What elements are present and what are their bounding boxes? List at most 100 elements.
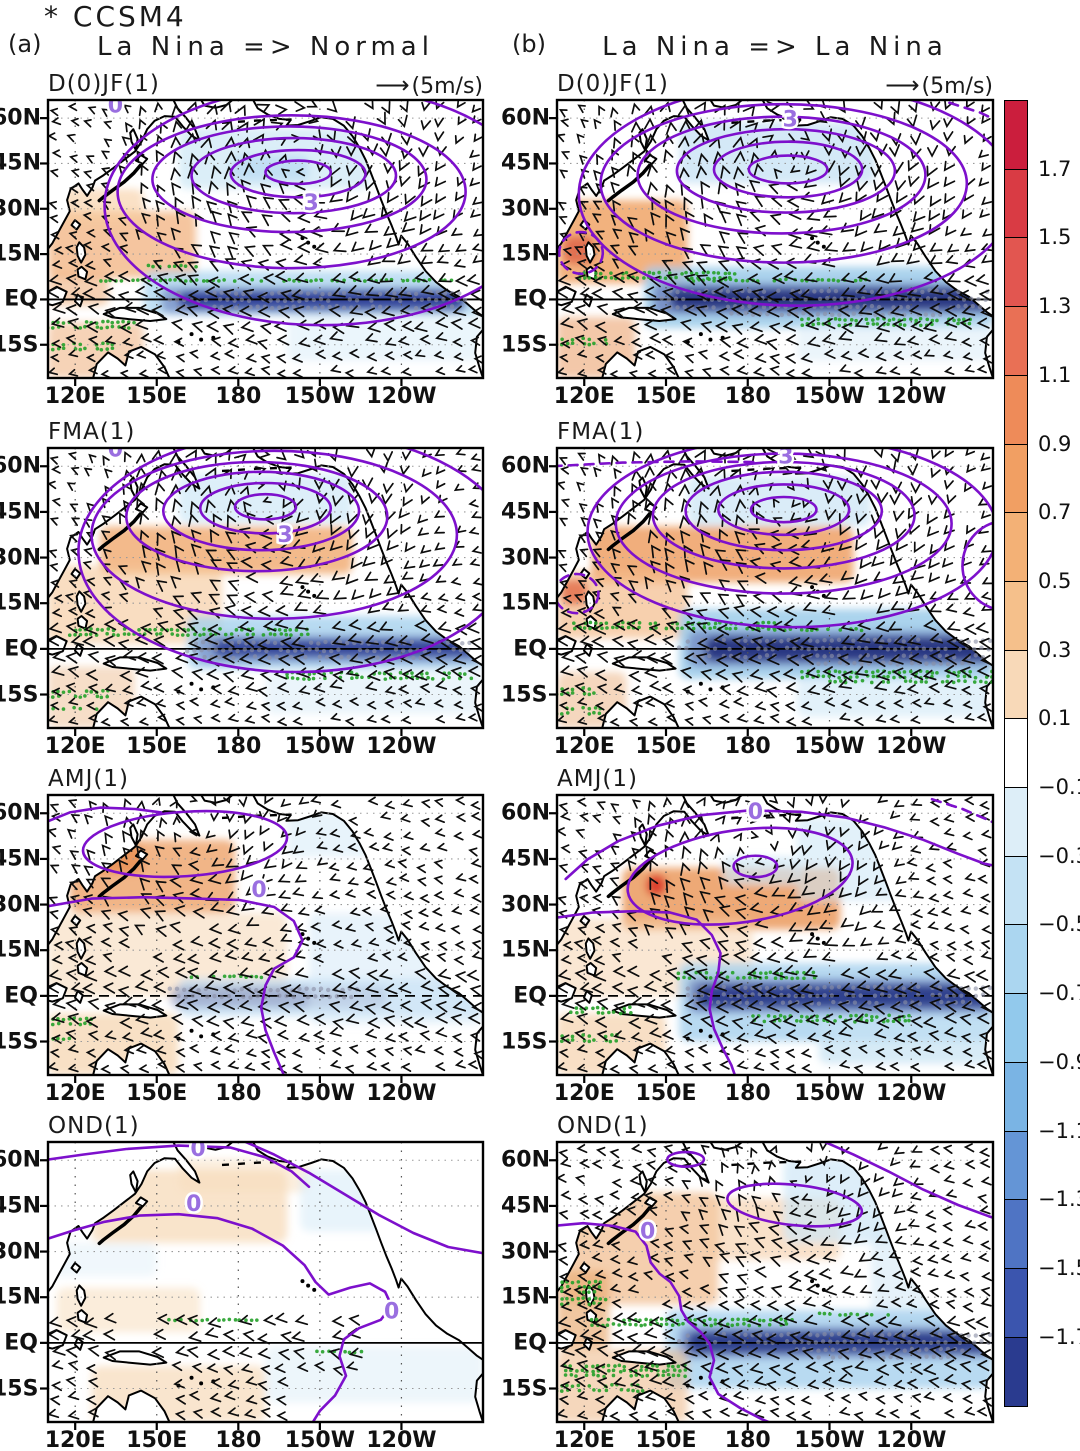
y-axis-label: EQ xyxy=(4,1330,38,1356)
colorbar-tick-label: −0.9 xyxy=(1038,1049,1080,1074)
panel-frame xyxy=(555,793,995,1077)
x-axis-label: 120E xyxy=(44,384,106,409)
y-axis-label: 30N xyxy=(0,1239,42,1265)
colorbar-segment xyxy=(1004,1061,1028,1133)
y-axis-label: 30N xyxy=(501,545,551,571)
y-axis-label: 45N xyxy=(501,846,551,872)
y-axis-label: 15S xyxy=(501,1029,548,1054)
y-axis-label: 15N xyxy=(501,590,551,616)
x-axis-label: 150E xyxy=(635,384,697,409)
wind-scale-label: (5m/s) xyxy=(921,74,993,99)
column-b-title: La Nina => La Nina xyxy=(602,32,948,62)
colorbar-tick-label: 0.1 xyxy=(1038,706,1072,731)
y-axis-label: EQ xyxy=(4,636,38,662)
y-axis-label: 30N xyxy=(0,545,42,571)
map-content: 03 xyxy=(48,94,483,378)
map-content: 03 xyxy=(48,437,483,728)
axis-ticks xyxy=(40,117,403,386)
colorbar-segment xyxy=(1004,1130,1028,1201)
y-axis-label: 45N xyxy=(0,499,42,525)
y-axis-label: 60N xyxy=(0,105,42,131)
x-axis-label: 150W xyxy=(794,384,865,409)
y-axis-label: 15N xyxy=(501,937,551,963)
map-content: 0 0 0 xyxy=(48,1137,483,1422)
map-content: 0 xyxy=(557,795,993,1075)
y-axis-label: EQ xyxy=(513,636,547,662)
y-axis-label: 45N xyxy=(0,1193,42,1219)
contour-label: 3 xyxy=(304,191,319,216)
colorbar-tick-label: −0.1 xyxy=(1038,775,1080,799)
contour-layer: 3 xyxy=(557,100,993,307)
contour-layer: 0 0 0 xyxy=(48,1137,483,1422)
y-axis-label: 60N xyxy=(0,453,42,479)
x-axis-label: 150W xyxy=(794,1428,865,1451)
contour-label: 0 xyxy=(108,437,123,462)
green-dots-layer xyxy=(557,620,993,716)
contour-layer: 03 xyxy=(77,437,483,674)
colorbar-segment xyxy=(1004,1336,1028,1407)
contour-label: 0 xyxy=(748,800,763,825)
y-axis-label: 60N xyxy=(501,105,551,131)
column-a-tag: (a) xyxy=(8,30,42,58)
x-axis-label: 120W xyxy=(366,384,437,409)
x-axis-label: 150W xyxy=(794,1081,865,1106)
y-axis-label: 60N xyxy=(501,1147,551,1173)
wind-scale-a1: ⟶(5m/s) xyxy=(48,71,483,99)
x-axis-label: 120E xyxy=(44,734,106,759)
y-axis-label: 60N xyxy=(0,1147,42,1173)
map-panel-a2: 03 xyxy=(40,446,485,736)
colorbar-segment xyxy=(1004,306,1028,377)
colorbar-tick-label: −0.3 xyxy=(1038,843,1080,868)
panel-title-b2: FMA(1) xyxy=(557,419,645,445)
x-axis-label: 150W xyxy=(284,1428,355,1451)
x-axis-label: 120W xyxy=(366,734,437,759)
x-axis-label: 150E xyxy=(635,1081,697,1106)
map-content: 3 xyxy=(557,444,993,728)
panel-frame xyxy=(46,793,485,1077)
contour-label: 0 xyxy=(251,878,266,903)
y-axis-label: 15S xyxy=(0,682,39,707)
map-panel-b3: 0 xyxy=(549,793,995,1083)
colorbar-segment xyxy=(1004,443,1028,514)
contour-layer: 0 xyxy=(48,806,304,1075)
y-axis-label: 15N xyxy=(0,241,42,267)
contour-label: 3 xyxy=(778,444,793,469)
contour-label: 0 xyxy=(190,1137,205,1162)
colorbar-segment xyxy=(1004,1267,1028,1339)
colorbar-tick-label: 0.3 xyxy=(1038,637,1072,662)
y-axis-label: 60N xyxy=(0,800,42,826)
colorbar-tick-label: 0.7 xyxy=(1038,500,1072,525)
panel-frame xyxy=(46,98,485,380)
colorbar-tick-label: −0.7 xyxy=(1038,981,1080,1006)
y-axis-label: 15S xyxy=(0,1029,39,1054)
axis-ticks xyxy=(40,1159,403,1430)
green-dots-layer xyxy=(48,974,264,1042)
x-axis-label: 150W xyxy=(284,734,355,759)
x-axis-label: 120E xyxy=(553,734,615,759)
y-axis-label: 15N xyxy=(0,590,42,616)
contour-layer: 3 xyxy=(557,444,993,629)
colorbar-tick-label: 0.9 xyxy=(1038,431,1072,456)
x-axis-label: 150E xyxy=(635,1428,697,1451)
axis-ticks xyxy=(549,117,913,386)
y-axis-label: 30N xyxy=(501,196,551,222)
y-axis-label: 30N xyxy=(501,1239,551,1265)
x-axis-label: 180 xyxy=(724,384,771,409)
colorbar-tick-label: 1.7 xyxy=(1038,156,1072,181)
panel-frame xyxy=(555,1140,995,1424)
colorbar-segment xyxy=(1004,649,1028,720)
x-axis-label: 180 xyxy=(215,734,262,759)
map-panel-a1: 03 xyxy=(40,98,485,386)
panel-frame xyxy=(555,446,995,730)
wind-barbs-layer xyxy=(48,100,483,378)
x-axis-label: 120E xyxy=(553,1081,615,1106)
colorbar-segment xyxy=(1004,924,1028,995)
y-axis-label: EQ xyxy=(513,1330,547,1356)
contour-label: 3 xyxy=(783,107,798,132)
contour-label: 0 xyxy=(108,94,123,119)
x-axis-label: 180 xyxy=(215,1081,262,1106)
x-axis-label: 120E xyxy=(553,384,615,409)
y-axis-label: 45N xyxy=(501,150,551,176)
x-axis-label: 120E xyxy=(553,1428,615,1451)
colorbar-segment xyxy=(1004,1199,1028,1270)
